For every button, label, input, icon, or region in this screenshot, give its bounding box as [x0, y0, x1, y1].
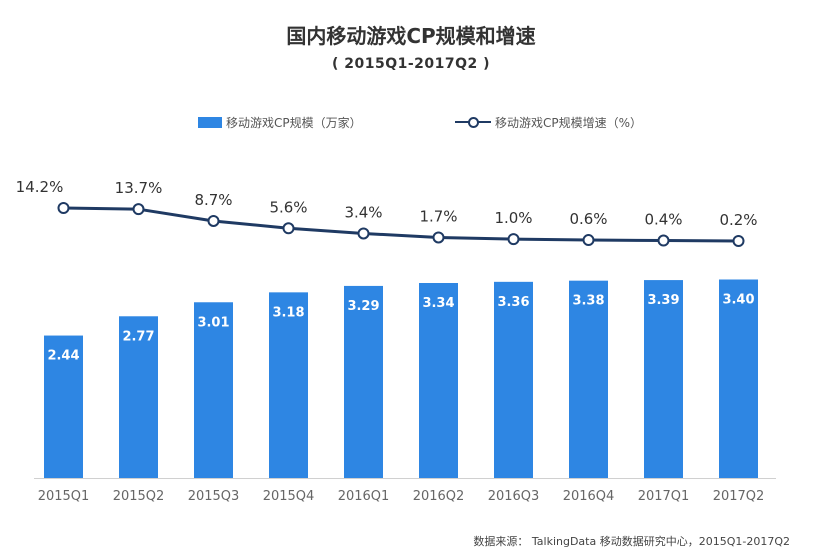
bar	[719, 279, 758, 478]
bar	[569, 280, 608, 478]
growth-data-label: 1.7%	[419, 207, 457, 225]
bar	[644, 280, 683, 478]
growth-data-label: 0.6%	[569, 210, 607, 228]
x-tick-label: 2015Q3	[188, 489, 240, 504]
legend-item-bar: 移动游戏CP规模（万家）	[198, 112, 362, 132]
chart-subtitle: ( 2015Q1-2017Q2 )	[331, 56, 491, 72]
legend-item-line: 移动游戏CP规模增速（%）	[455, 112, 642, 132]
growth-point	[57, 202, 70, 214]
growth-data-label: 13.7%	[115, 179, 163, 197]
bar	[44, 335, 83, 478]
bar-data-label: 3.36	[497, 295, 529, 310]
growth-point	[732, 235, 745, 247]
growth-data-label: 3.4%	[344, 203, 382, 221]
legend-bar-swatch	[198, 116, 222, 128]
x-tick-label: 2016Q4	[563, 489, 615, 504]
bar-data-label: 3.38	[572, 294, 604, 309]
growth-point	[357, 227, 370, 240]
x-tick-label: 2015Q1	[38, 489, 90, 504]
x-tick-label: 2017Q1	[638, 489, 690, 504]
bar	[419, 283, 458, 478]
growth-data-label: 8.7%	[194, 191, 232, 209]
x-tick-label: 2017Q2	[713, 489, 765, 504]
growth-point	[207, 214, 220, 227]
bar-data-label: 3.34	[422, 296, 454, 311]
legend-label-line: 移动游戏CP规模增速（%）	[495, 115, 643, 130]
growth-data-label: 5.6%	[269, 198, 307, 216]
bar-data-label: 3.18	[272, 305, 304, 320]
legend-line-swatch	[455, 116, 491, 128]
x-tick-label: 2016Q1	[338, 489, 390, 504]
growth-point	[432, 231, 445, 244]
growth-data-label: 1.0%	[494, 209, 532, 227]
x-tick-label: 2015Q2	[113, 489, 165, 504]
bar	[119, 316, 158, 478]
bar-data-label: 3.39	[647, 293, 679, 308]
bar	[344, 285, 383, 478]
bar-data-label: 3.01	[197, 315, 229, 330]
growth-point	[132, 203, 145, 216]
bar-data-label: 3.40	[722, 293, 754, 308]
x-tick-label: 2016Q3	[488, 489, 540, 504]
growth-point	[657, 234, 670, 247]
legend: 移动游戏CP规模（万家） 移动游戏CP规模增速（%）	[0, 112, 822, 132]
growth-data-label: 0.4%	[644, 211, 682, 229]
bar-data-label: 2.44	[47, 349, 79, 364]
growth-point	[582, 234, 595, 247]
x-tick-label: 2016Q2	[413, 489, 465, 504]
chart-title: 国内移动游戏CP规模和增速	[286, 24, 536, 48]
x-tick-label: 2015Q4	[263, 489, 315, 504]
growth-data-label: 0.2%	[719, 211, 757, 229]
bar-data-label: 2.77	[122, 329, 154, 344]
bar-data-label: 3.29	[347, 299, 379, 314]
legend-label-bar: 移动游戏CP规模（万家）	[226, 115, 362, 130]
growth-line	[62, 206, 740, 243]
growth-point	[507, 233, 520, 246]
bar	[494, 281, 533, 478]
bar	[194, 302, 233, 478]
growth-data-label: 14.2%	[16, 178, 64, 196]
growth-point	[282, 222, 295, 235]
bar	[269, 292, 308, 478]
source-note: 数据来源： TalkingData 移动数据研究中心，2015Q1-2017Q2	[473, 535, 790, 548]
